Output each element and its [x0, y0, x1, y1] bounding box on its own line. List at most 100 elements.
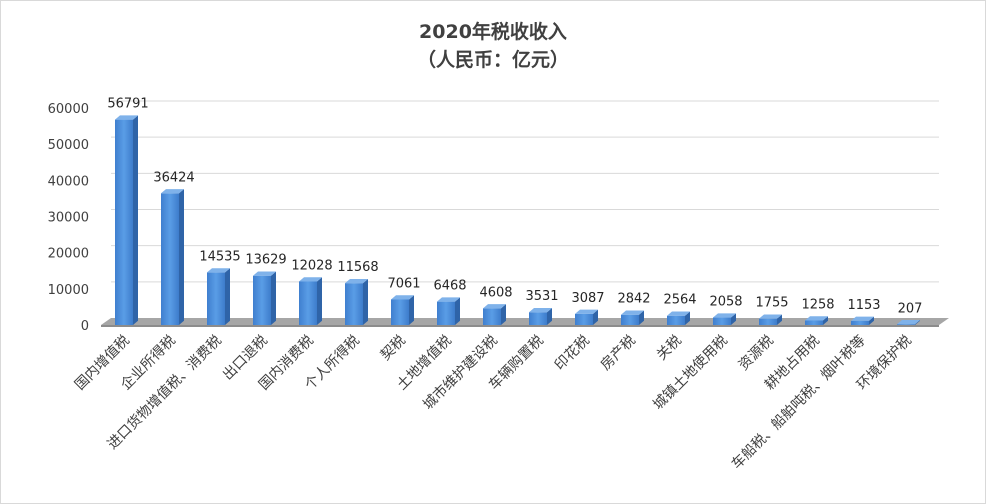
- bar-front: [391, 299, 409, 325]
- data-label: 56791: [107, 97, 148, 112]
- data-label: 2058: [709, 295, 742, 310]
- chart-title: 2020年税收收入: [419, 21, 567, 43]
- data-label: 2564: [663, 293, 696, 308]
- data-label: 4608: [479, 285, 512, 300]
- bar-side: [731, 313, 736, 325]
- bar-top: [345, 278, 368, 284]
- bar-front: [667, 315, 685, 325]
- bar-front: [345, 283, 363, 325]
- gridlines: [111, 100, 939, 283]
- y-tick-label: 20000: [48, 247, 89, 262]
- bar-top: [805, 316, 828, 321]
- bar-side: [547, 308, 552, 325]
- bar-side: [777, 314, 782, 325]
- bar-side: [225, 268, 230, 325]
- bar-side: [639, 310, 644, 325]
- bar-side: [271, 271, 276, 325]
- data-label: 2842: [617, 292, 650, 307]
- bar: [115, 115, 138, 325]
- category-label: 房产税: [598, 333, 639, 374]
- bar: [897, 320, 920, 325]
- bar-top: [299, 277, 322, 282]
- category-label: 印花税: [552, 333, 593, 374]
- bar: [759, 314, 782, 325]
- bar-top: [667, 311, 690, 316]
- bar-front: [299, 281, 317, 325]
- y-tick-label: 40000: [48, 174, 89, 189]
- bar-top: [161, 189, 184, 194]
- bar: [299, 277, 322, 325]
- bar: [805, 316, 828, 325]
- data-label: 3531: [525, 289, 558, 304]
- bar-front: [897, 324, 915, 325]
- bar-front: [759, 318, 777, 325]
- bar-side: [501, 304, 506, 325]
- data-label: 207: [898, 301, 923, 316]
- bar-side: [593, 309, 598, 325]
- bar-side: [823, 316, 828, 325]
- bar-side: [179, 189, 184, 325]
- bar-top: [115, 115, 138, 120]
- y-tick-label: 60000: [48, 102, 89, 117]
- bar-side: [317, 277, 322, 325]
- bar: [161, 189, 184, 325]
- bar-front: [253, 275, 271, 325]
- bar-side: [869, 316, 874, 325]
- bar-front: [115, 119, 133, 325]
- bar-front: [621, 314, 639, 325]
- data-label: 12028: [291, 258, 332, 273]
- bar: [207, 268, 230, 325]
- bar: [253, 271, 276, 325]
- bar-top: [713, 313, 736, 318]
- bar-front: [437, 301, 455, 325]
- data-label: 1153: [847, 298, 880, 313]
- category-label: 资源税: [736, 333, 777, 374]
- bar: [345, 278, 368, 325]
- bar-front: [529, 312, 547, 325]
- bar-top: [437, 297, 460, 302]
- bar: [529, 308, 552, 325]
- floor-edge: [101, 325, 939, 327]
- bar: [483, 304, 506, 325]
- data-label: 11568: [337, 260, 378, 275]
- bar-top: [391, 295, 414, 300]
- bar: [851, 316, 874, 325]
- bar-top: [483, 304, 506, 309]
- bar-front: [207, 272, 225, 325]
- data-label: 7061: [387, 276, 420, 291]
- bar-front: [575, 313, 593, 325]
- chart-subtitle: （人民币：亿元）: [416, 49, 569, 71]
- bar-top: [897, 320, 920, 325]
- bar: [391, 295, 414, 325]
- bar: [437, 297, 460, 325]
- data-label: 36424: [153, 170, 194, 185]
- bar: [575, 309, 598, 325]
- bar-top: [851, 316, 874, 321]
- bar-top: [759, 314, 782, 319]
- bar-side: [685, 311, 690, 325]
- y-tick-label: 50000: [48, 138, 89, 153]
- data-label: 1258: [801, 297, 834, 312]
- bar-side: [409, 295, 414, 325]
- bar-side: [133, 115, 138, 325]
- bar-side: [455, 297, 460, 325]
- bar-top: [621, 310, 644, 315]
- data-label: 6468: [433, 279, 466, 294]
- category-label: 关税: [654, 333, 685, 364]
- bar-top: [529, 308, 552, 313]
- y-tick-label: 30000: [48, 211, 89, 226]
- bar: [621, 310, 644, 325]
- bar-front: [805, 320, 823, 325]
- data-label: 1755: [755, 296, 788, 311]
- bar-side: [363, 278, 368, 325]
- data-label: 3087: [571, 291, 604, 306]
- bar-top: [207, 268, 230, 273]
- bar-top: [575, 309, 598, 314]
- bar: [667, 311, 690, 325]
- bar-front: [851, 320, 869, 325]
- y-tick-label: 0: [81, 319, 89, 334]
- bar-front: [161, 193, 179, 325]
- bar: [713, 313, 736, 325]
